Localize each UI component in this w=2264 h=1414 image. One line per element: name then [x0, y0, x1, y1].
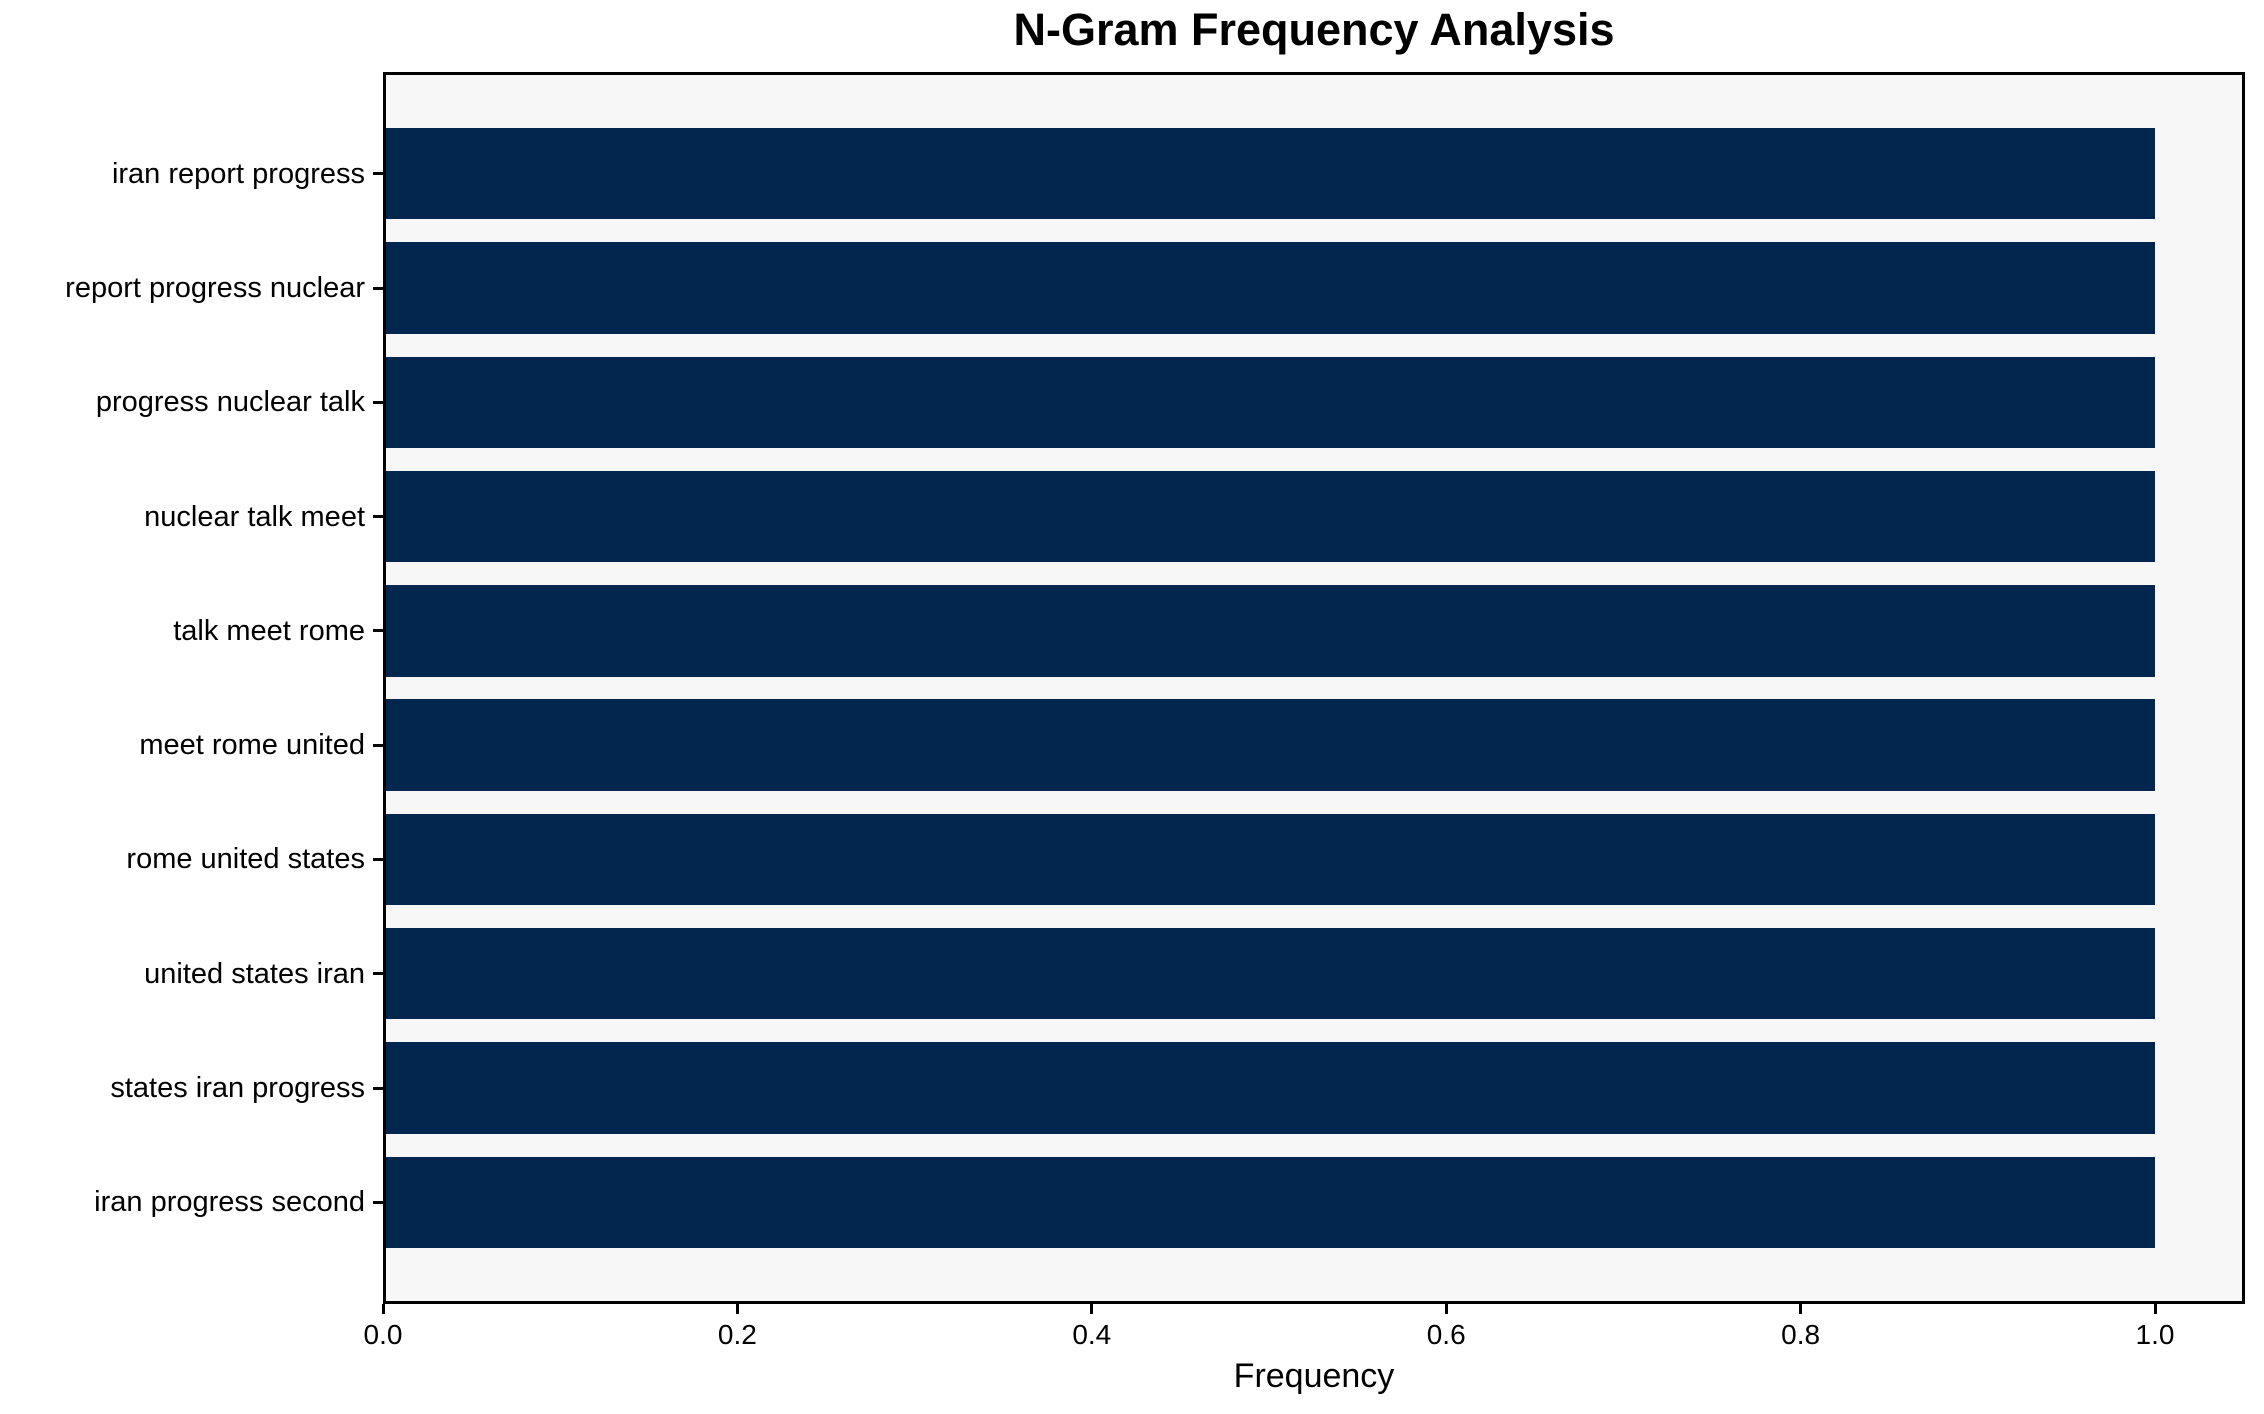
y-tick-label: progress nuclear talk: [95, 386, 365, 419]
x-tick: [1799, 1304, 1803, 1314]
y-tick-label: nuclear talk meet: [144, 500, 365, 533]
y-tick: [373, 629, 383, 633]
y-tick-label: talk meet rome: [173, 614, 365, 647]
chart-title: N-Gram Frequency Analysis: [1013, 4, 1615, 55]
x-tick-label: 0.0: [363, 1319, 403, 1350]
bar: [386, 928, 2155, 1020]
y-tick: [373, 1086, 383, 1090]
y-tick: [373, 400, 383, 404]
y-tick-label: report progress nuclear: [65, 272, 365, 304]
y-tick-label: rome united states: [126, 843, 365, 876]
y-tick: [373, 1200, 383, 1204]
x-tick: [735, 1304, 739, 1314]
x-tick: [1444, 1304, 1448, 1314]
x-axis-label: Frequency: [1233, 1357, 1395, 1395]
x-tick-label: 1.0: [2135, 1319, 2175, 1350]
bar: [386, 585, 2155, 677]
y-tick-label: iran report progress: [111, 157, 365, 190]
bar: [386, 470, 2155, 563]
y-tick-label: meet rome united: [139, 729, 365, 762]
y-tick: [373, 857, 383, 861]
y-tick: [373, 743, 383, 747]
y-tick-label: united states iran: [144, 957, 365, 990]
x-tick: [1090, 1304, 1094, 1314]
bar: [386, 242, 2155, 334]
y-tick-label: iran progress second: [94, 1186, 365, 1219]
bar: [386, 813, 2155, 906]
bar: [386, 128, 2155, 220]
bar: [386, 1042, 2155, 1134]
y-tick-label: states iran progress: [110, 1072, 365, 1104]
x-tick: [381, 1304, 385, 1314]
x-tick-label: 0.6: [1426, 1319, 1466, 1350]
x-tick-label: 0.8: [1781, 1319, 1821, 1350]
x-tick-label: 0.4: [1072, 1319, 1112, 1350]
x-tick-label: 0.2: [717, 1319, 757, 1350]
y-tick: [373, 972, 383, 976]
bar: [386, 1156, 2155, 1248]
y-tick: [373, 172, 383, 176]
bar: [386, 699, 2155, 791]
y-tick: [373, 286, 383, 290]
y-tick: [373, 515, 383, 519]
bar: [386, 356, 2155, 448]
x-tick: [2153, 1304, 2157, 1314]
